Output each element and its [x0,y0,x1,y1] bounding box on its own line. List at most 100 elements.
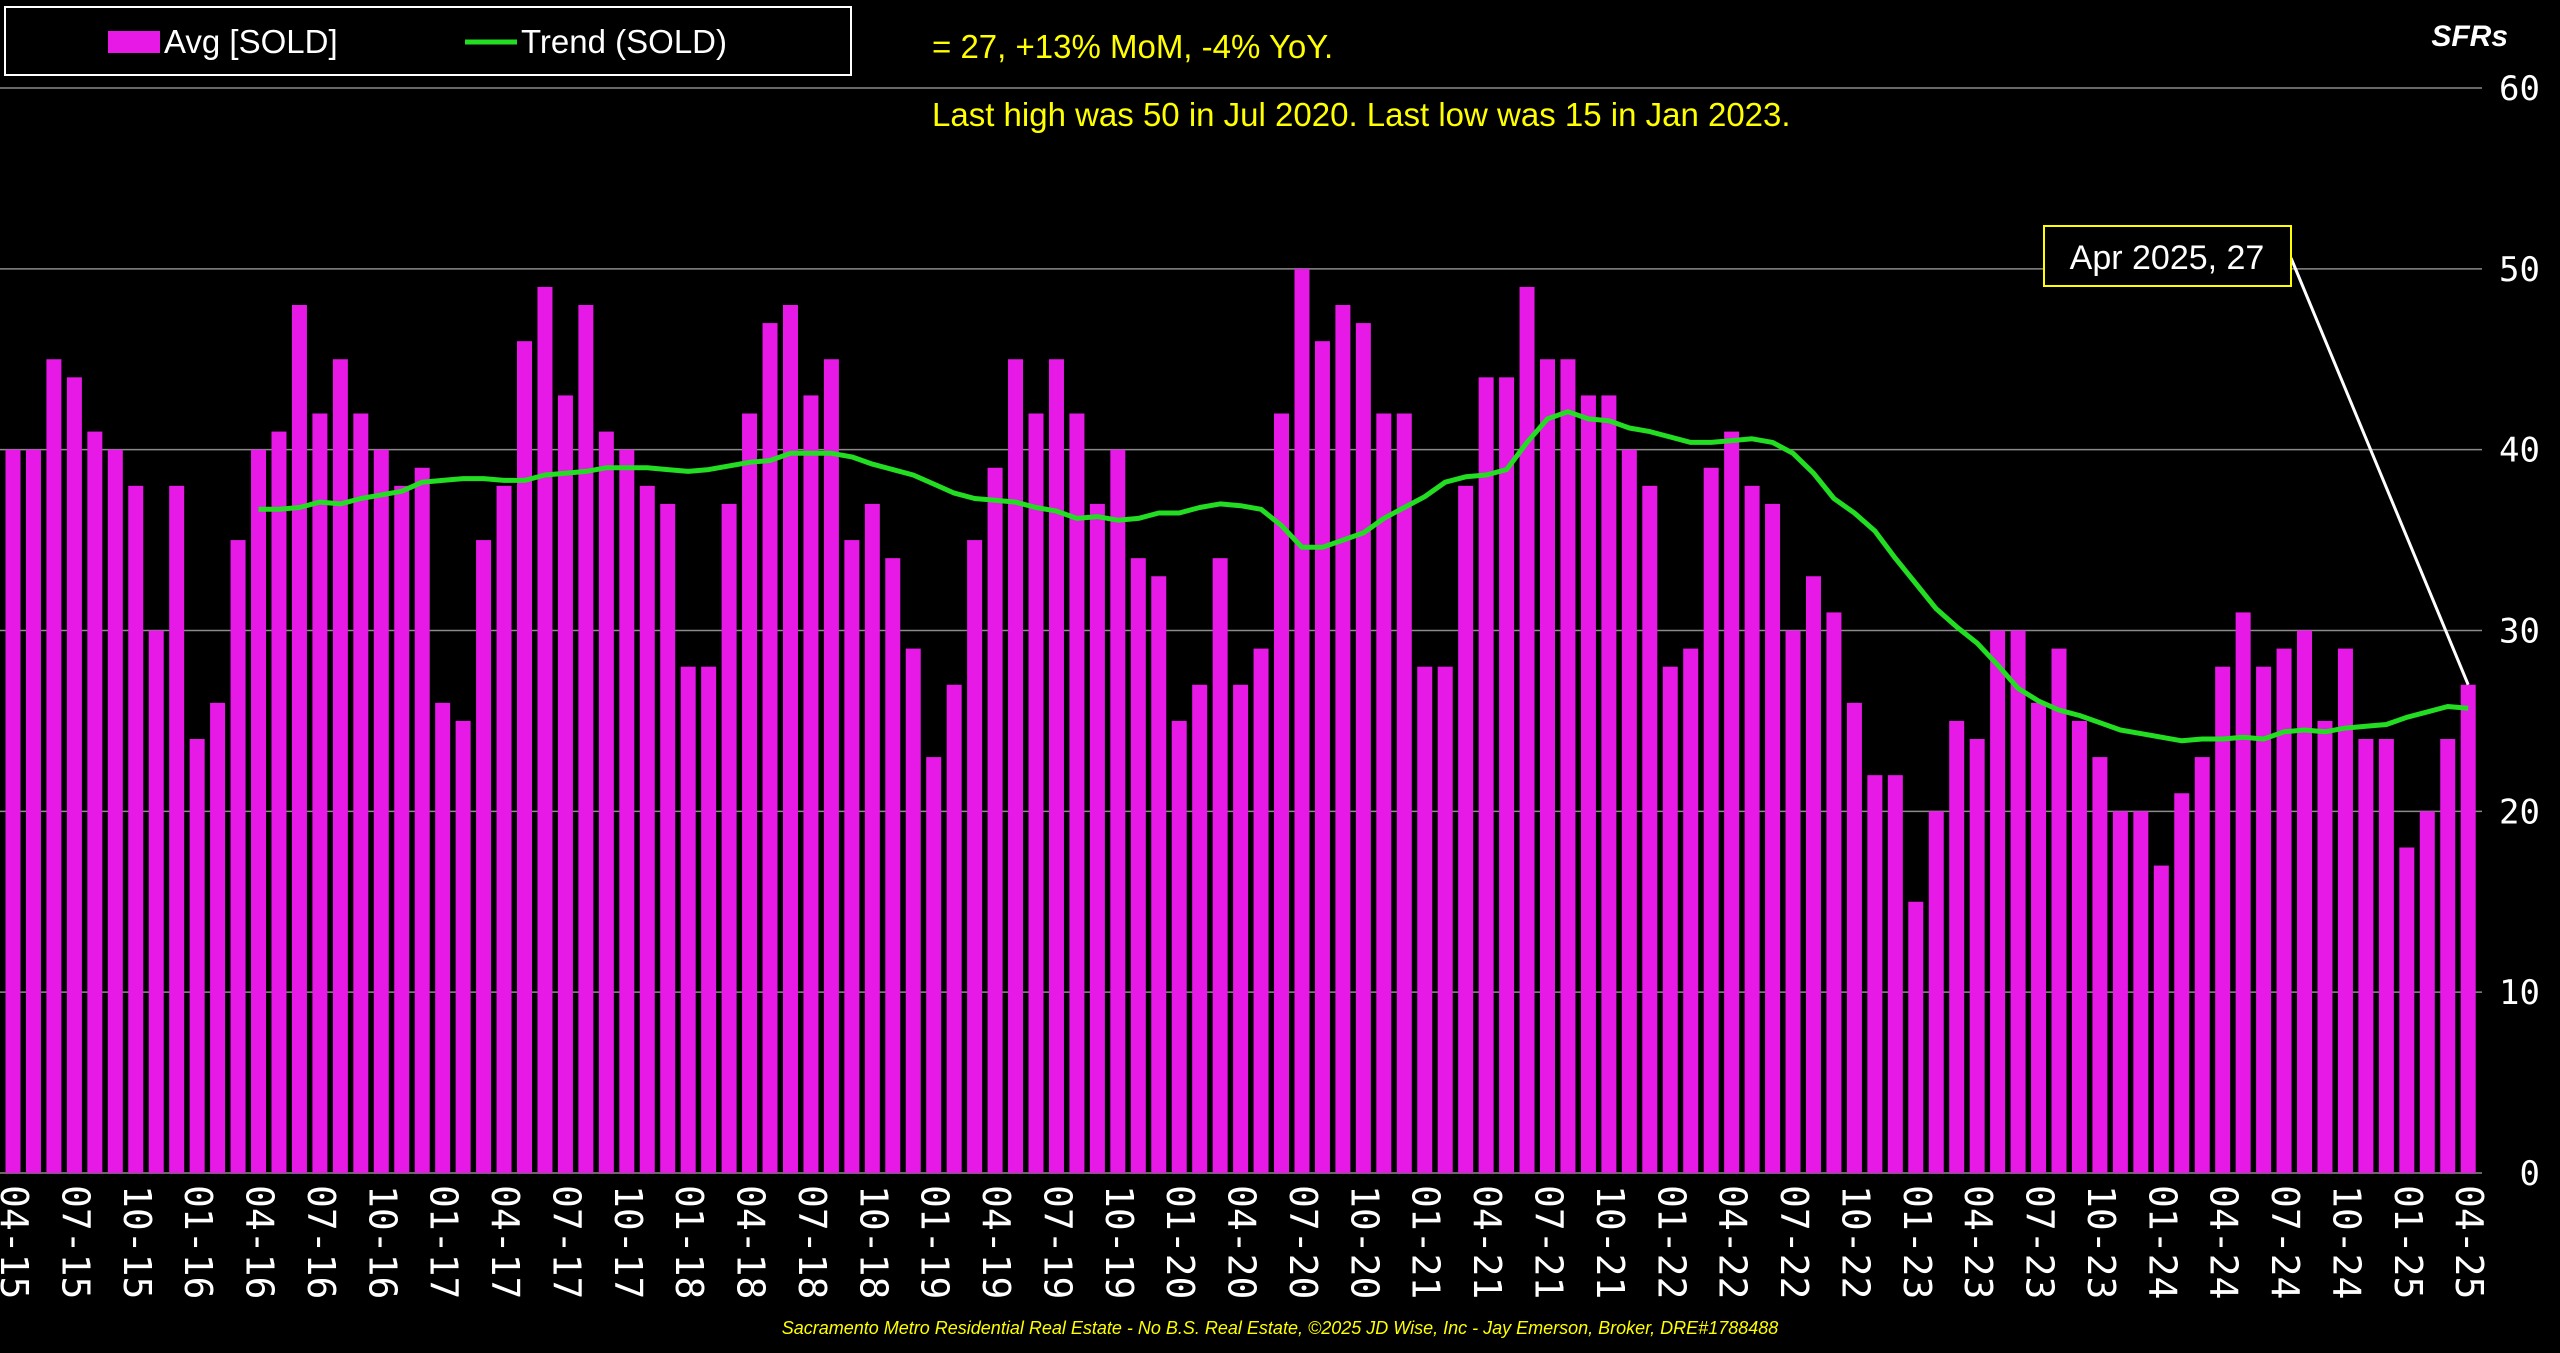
x-tick-label: 04-17 [483,1185,527,1299]
x-tick-label: 10-22 [1833,1185,1877,1299]
x-tick-label: 04-18 [729,1185,773,1299]
x-tick-label: 04-25 [2447,1185,2491,1299]
bar [782,305,798,1173]
bar [210,702,226,1173]
x-tick-label: 04-16 [238,1185,282,1299]
bar [1233,684,1249,1173]
bar [1683,648,1699,1173]
bar [537,286,553,1174]
x-tick-label: 01-18 [667,1185,711,1299]
footer: Sacramento Metro Residential Real Estate… [782,1318,1779,1338]
bar [844,540,860,1173]
bar [353,413,369,1173]
bar [25,449,41,1174]
bar [598,431,614,1173]
x-tick-label: 04-24 [2202,1185,2246,1299]
bar [1580,395,1596,1174]
x-tick-label: 04-21 [1465,1185,1509,1299]
bar [2440,739,2456,1173]
bar [87,431,103,1173]
bar [2051,648,2067,1173]
x-tick-label: 01-22 [1649,1185,1693,1299]
bar [1458,485,1474,1173]
bar [2460,684,2476,1173]
bar [926,757,942,1173]
bar [1887,775,1903,1173]
bar [435,702,451,1173]
x-tick-label: 10-18 [851,1185,895,1299]
bar [1601,395,1617,1174]
bar [578,305,594,1173]
bar [864,503,880,1174]
bar [5,449,21,1174]
bar [1151,576,1167,1173]
bar [1376,413,1392,1173]
x-tick-label: 01-25 [2386,1185,2430,1299]
bar [946,684,962,1173]
bar [1703,467,1719,1173]
bar [251,449,267,1174]
y-tick-label: 0 [2520,1154,2540,1194]
x-tick-label: 07-18 [790,1185,834,1299]
bar [2378,739,2394,1173]
bar [2133,811,2149,1173]
x-tick-label: 01-24 [2140,1185,2184,1299]
bar [2194,757,2210,1173]
x-tick-label: 04-23 [1956,1185,2000,1299]
bar [1928,811,1944,1173]
x-tick-label: 07-22 [1772,1185,1816,1299]
subtitle: Last high was 50 in Jul 2020. Last low w… [932,96,1791,133]
bar [1990,630,2006,1173]
bar [1008,359,1024,1173]
y-tick-label: 60 [2499,69,2540,109]
bar [1969,739,1985,1173]
bar [2112,811,2128,1173]
bar [2174,793,2190,1173]
bar [1192,684,1208,1173]
bar [1621,449,1637,1174]
x-tick-label: 07-24 [2263,1185,2307,1299]
bar [1089,503,1105,1174]
bar [1274,413,1290,1173]
bar [1867,775,1883,1173]
bar [1724,431,1740,1173]
x-tick-label: 04-19 [974,1185,1018,1299]
bar [1048,359,1064,1173]
y-tick-label: 10 [2499,973,2540,1013]
bar [1908,901,1924,1173]
bar [1314,341,1330,1174]
bar [2215,666,2231,1173]
bar [885,558,901,1173]
bar [967,540,983,1173]
bar [1110,449,1126,1174]
bar [1805,576,1821,1173]
bar [1028,413,1044,1173]
bar [803,395,819,1174]
legend-swatch [108,31,160,53]
bar [2317,720,2333,1173]
bar [1642,485,1658,1173]
x-tick-label: 04-15 [0,1185,36,1299]
x-tick-label: 01-16 [176,1185,220,1299]
x-tick-label: 07-21 [1527,1185,1571,1299]
x-tick-label: 10-16 [360,1185,404,1299]
bar [2297,630,2313,1173]
bar [230,540,246,1173]
bar [414,467,430,1173]
x-tick-label: 10-24 [2324,1185,2368,1299]
bar [762,323,778,1173]
bar [189,739,205,1173]
bar [1212,558,1228,1173]
bar [742,413,758,1173]
x-tick-label: 01-21 [1404,1185,1448,1299]
bar [1662,666,1678,1173]
bar [46,359,62,1173]
bar [2153,865,2169,1173]
subtitle: = 27, +13% MoM, -4% YoY. [932,28,1333,65]
x-tick-label: 10-21 [1588,1185,1632,1299]
bar [1785,630,1801,1173]
bar [1437,666,1453,1173]
x-tick-label: 10-23 [2079,1185,2123,1299]
